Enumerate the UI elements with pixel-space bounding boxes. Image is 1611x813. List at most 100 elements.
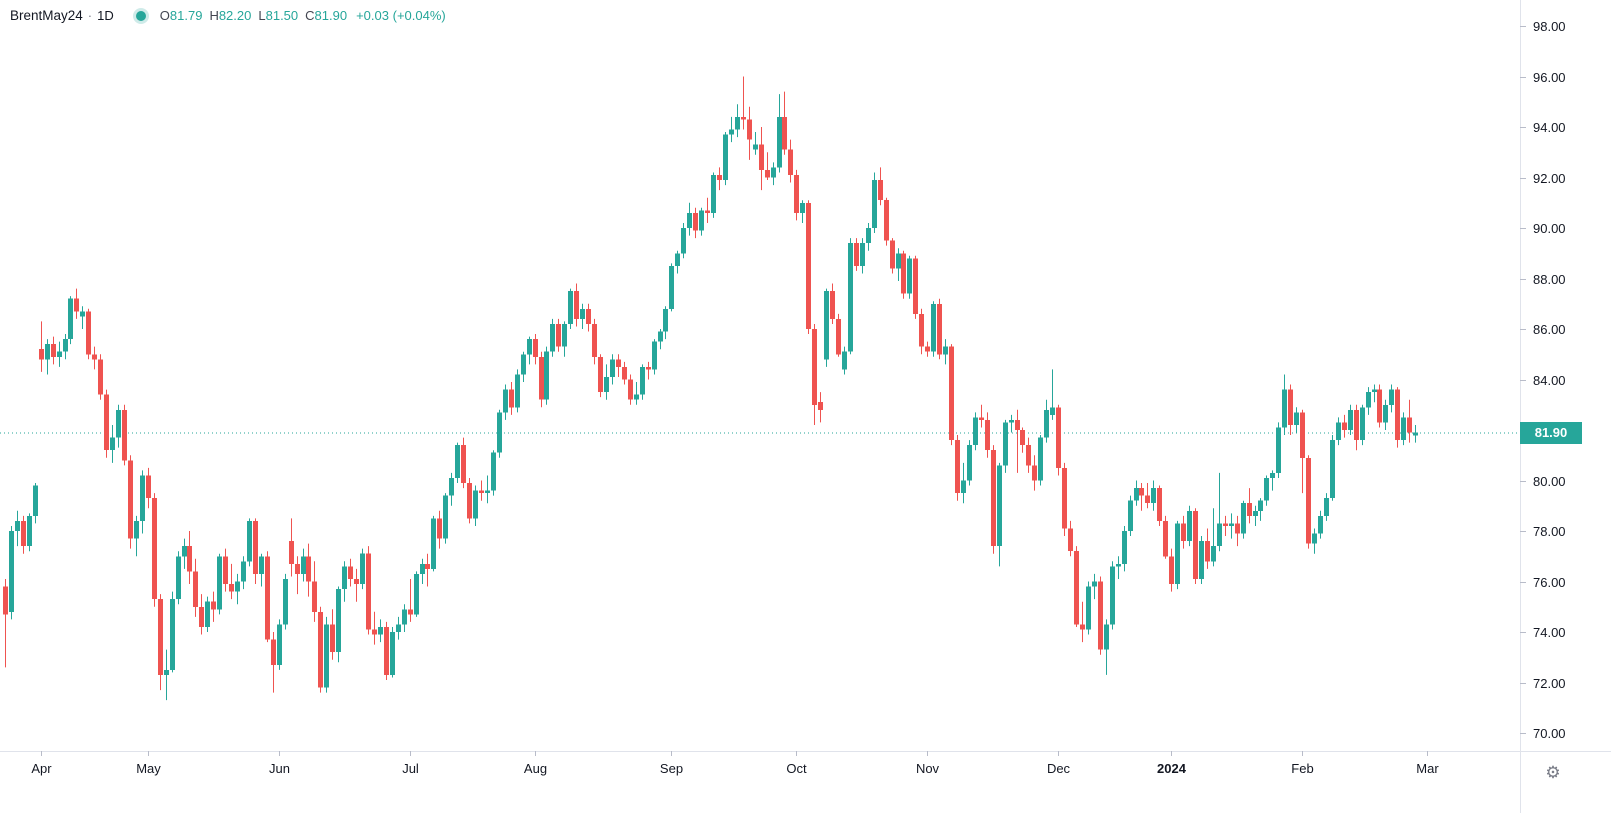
candle-body (521, 354, 526, 375)
candle-body (306, 556, 311, 582)
price-axis-label[interactable]: 74.00 (1533, 625, 1566, 640)
time-axis-label[interactable]: Feb (1291, 761, 1313, 776)
candle-body (9, 531, 14, 612)
candle-body (598, 356, 603, 393)
candle-body (473, 490, 478, 519)
price-axis-label[interactable]: 98.00 (1533, 19, 1566, 34)
candle-body (1264, 477, 1269, 501)
candle-body (170, 599, 175, 670)
time-axis-label[interactable]: Sep (660, 761, 683, 776)
candle-body (384, 626, 389, 675)
candle-body (271, 639, 276, 665)
candle-body (1199, 541, 1204, 579)
price-axis-label[interactable]: 90.00 (1533, 221, 1566, 236)
last-price-tag: 81.90 (1520, 421, 1582, 444)
time-axis-label[interactable]: Jun (269, 761, 290, 776)
candle-body (580, 308, 585, 319)
candle-body (652, 341, 657, 370)
candle-body (187, 546, 192, 572)
candle-body (152, 498, 157, 600)
time-axis-label[interactable]: Oct (786, 761, 807, 776)
time-axis-label[interactable]: Mar (1416, 761, 1439, 776)
candle-body (836, 318, 841, 355)
time-axis-label[interactable]: Nov (916, 761, 940, 776)
symbol-name[interactable]: BrentMay24 (10, 8, 83, 23)
candle-body (1003, 422, 1008, 466)
candle-body (1157, 488, 1162, 521)
gear-icon[interactable]: ⚙ (1538, 758, 1568, 788)
candle-body (283, 578, 288, 625)
price-axis-label[interactable]: 78.00 (1533, 524, 1566, 539)
candle-body (717, 174, 722, 181)
candle-body (824, 291, 829, 360)
candle-body (1330, 440, 1335, 499)
candle-body (51, 344, 56, 357)
candle-body (104, 394, 109, 451)
candle-body (1395, 389, 1400, 441)
time-axis-label[interactable]: Apr (31, 761, 52, 776)
candle-body (1080, 624, 1085, 630)
candle-body (592, 323, 597, 357)
series-marker-icon (135, 10, 146, 21)
candle-body (1211, 546, 1216, 562)
candle-body (485, 490, 490, 494)
low-value: L81.50 (258, 8, 299, 23)
candle-body (550, 323, 555, 352)
candle-body (164, 669, 169, 675)
price-axis-label[interactable]: 88.00 (1533, 272, 1566, 287)
candle-body (1342, 422, 1347, 430)
candle-body (562, 323, 567, 347)
price-axis-label[interactable]: 84.00 (1533, 373, 1566, 388)
candle-body (211, 601, 216, 610)
candle-body (295, 563, 300, 574)
candle-body (878, 180, 883, 201)
time-axis-label[interactable]: Jul (402, 761, 419, 776)
candle-body (348, 566, 353, 579)
candle-body (57, 351, 62, 357)
price-axis-label[interactable]: 96.00 (1533, 70, 1566, 85)
candle-body (461, 445, 466, 484)
candle-body (467, 483, 472, 519)
candle-body (1413, 432, 1418, 436)
time-axis-label[interactable]: May (136, 761, 161, 776)
candle-body (741, 116, 746, 120)
candle-body (247, 520, 252, 562)
candle-body (604, 376, 609, 393)
candle-body (1306, 457, 1311, 544)
candle-body (1235, 523, 1240, 534)
candle-body (1044, 409, 1049, 438)
candle-body (806, 202, 811, 329)
candle-body (610, 359, 615, 377)
price-axis-label[interactable]: 92.00 (1533, 171, 1566, 186)
candle-body (140, 475, 145, 521)
candle-body (92, 354, 97, 360)
candle-body (723, 134, 728, 181)
price-axis-label[interactable]: 72.00 (1533, 676, 1566, 691)
interval-label[interactable]: 1D (97, 8, 114, 23)
candle-body (1312, 533, 1317, 544)
candle-body (1294, 412, 1299, 425)
open-value: O81.79 (159, 8, 203, 23)
candle-body (812, 329, 817, 405)
candle-body (533, 339, 538, 357)
candle-body (1187, 510, 1192, 542)
candle-body (1050, 407, 1055, 415)
price-axis-label[interactable]: 76.00 (1533, 575, 1566, 590)
candle-body (539, 356, 544, 400)
price-axis-label[interactable]: 70.00 (1533, 726, 1566, 741)
time-axis-label[interactable]: Aug (524, 761, 547, 776)
candle-body (1110, 566, 1115, 625)
candle-body (777, 116, 782, 168)
price-axis-label[interactable]: 86.00 (1533, 322, 1566, 337)
candle-body (860, 243, 865, 266)
time-axis-label[interactable]: Dec (1047, 761, 1071, 776)
candle-body (901, 253, 906, 294)
price-axis-label[interactable]: 80.00 (1533, 474, 1566, 489)
candle-body (1407, 417, 1412, 433)
time-axis-label[interactable]: 2024 (1157, 761, 1187, 776)
candle-body (1026, 445, 1031, 466)
candle-body (1401, 417, 1406, 441)
price-axis-label[interactable]: 94.00 (1533, 120, 1566, 135)
